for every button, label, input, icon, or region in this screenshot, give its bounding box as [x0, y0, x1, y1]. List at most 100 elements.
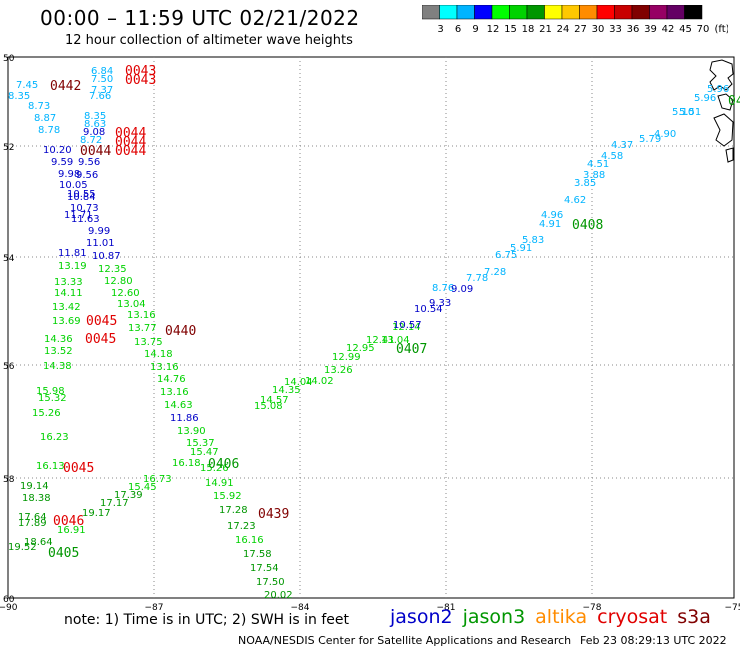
plot-frame	[7, 56, 735, 599]
wave-height-reading: 13.16	[150, 362, 179, 373]
wave-height-reading: 15.32	[38, 393, 67, 404]
wave-height-reading: 13.19	[58, 261, 87, 272]
legend-tick-label: 3	[437, 24, 443, 35]
wave-height-reading: 19.17	[82, 508, 111, 519]
wave-height-reading: 15.47	[190, 447, 219, 458]
wave-height-reading: 18.64	[24, 537, 53, 548]
wave-height-reading: 8.73	[28, 101, 50, 112]
wave-height-reading: 17.17	[100, 498, 129, 509]
wave-height-reading: 10.20	[43, 145, 72, 156]
wave-height-reading: 13.04	[117, 299, 146, 310]
footer-agency: NOAA/NESDIS Center for Satellite Applica…	[238, 634, 572, 647]
legend-swatch	[439, 5, 458, 20]
wave-height-reading: 11.63	[71, 214, 100, 225]
wave-height-reading: 8.35	[84, 111, 106, 122]
wave-height-reading: 11.71	[64, 210, 93, 221]
satellite-legend-entry: jason3	[462, 606, 526, 628]
legend-tick-label: 9	[472, 24, 478, 35]
legend-tick-label: 21	[539, 24, 552, 35]
satellite-legend-entry: cryosat	[597, 606, 668, 628]
lon-tick-label: −75	[725, 603, 740, 613]
wave-height-reading: 16.23	[40, 432, 69, 443]
wave-height-reading: 13.04	[381, 335, 410, 346]
pass-time-marker: 0045	[63, 461, 94, 476]
wave-height-reading: 8.78	[38, 125, 60, 136]
wave-height-reading: 16.18	[172, 458, 201, 469]
legend-swatch	[631, 5, 650, 20]
legend-swatch	[561, 5, 580, 20]
wave-height-reading: 13.16	[127, 310, 156, 321]
legend-tick-label: 12	[487, 24, 500, 35]
wave-height-reading: 11.81	[58, 248, 87, 259]
wave-height-reading: 17.50	[256, 577, 285, 588]
wave-height-reading: 5.91	[510, 243, 532, 254]
legend-tick-label: 15	[504, 24, 517, 35]
lon-tick-label: −87	[145, 603, 164, 613]
wave-height-reading: 8.72	[80, 135, 102, 146]
legend-swatch	[491, 5, 510, 20]
wave-height-reading: 18.38	[22, 493, 51, 504]
wave-height-reading: 16.91	[57, 525, 86, 536]
pass-time-marker: 0439	[258, 507, 289, 522]
wave-height-reading: 12.14	[392, 322, 421, 333]
pass-time-marker: 0045	[86, 314, 117, 329]
wave-height-reading: 12.99	[332, 352, 361, 363]
lat-tick-label: 54	[3, 254, 15, 264]
legend-tick-label: 30	[592, 24, 605, 35]
wave-height-reading: 7.50	[91, 74, 113, 85]
wave-height-reading: 4.62	[564, 195, 586, 206]
wave-height-reading: 17.39	[114, 490, 143, 501]
wave-height-reading: 6.75	[495, 250, 517, 261]
wave-height-reading: 13.33	[54, 277, 83, 288]
page-subtitle: 12 hour collection of altimeter wave hei…	[65, 33, 353, 48]
wave-height-reading: 19.52	[8, 542, 37, 553]
wave-height-reading: 10.84	[67, 192, 96, 203]
wave-height-reading: 6.84	[91, 66, 113, 77]
wave-height-reading: 10.05	[59, 180, 88, 191]
page-title: 00:00 – 11:59 UTC 02/21/2022	[40, 6, 360, 30]
pass-time-markers: 0043004304420044004400440044004500450440…	[48, 64, 740, 561]
wave-height-reading: 15.26	[32, 408, 61, 419]
wave-height-reading: 14.02	[305, 376, 334, 387]
legend-tick-label: 70	[697, 24, 710, 35]
wave-height-reading: 9.56	[78, 157, 100, 168]
wave-height-reading: 17.64	[18, 512, 47, 523]
pass-time-marker: 0046	[53, 514, 84, 529]
wave-height-reading: 5.79	[639, 134, 661, 145]
lat-tick-label: 56	[3, 362, 15, 372]
legend-tick-label: 6	[455, 24, 461, 35]
wave-height-reading: 4.90	[654, 129, 676, 140]
pass-time-marker: 0442	[50, 79, 81, 94]
wave-height-reading: 10.55	[67, 189, 96, 200]
legend-tick-label: 45	[679, 24, 692, 35]
wave-height-reading: 9.98	[58, 169, 80, 180]
wave-height-reading: 8.63	[84, 119, 106, 130]
legend-tick-label: 24	[557, 24, 570, 35]
wave-height-reading: 13.75	[134, 337, 163, 348]
satellite-legend-entry: jason2	[390, 606, 453, 628]
lat-tick-label: 50	[3, 54, 15, 64]
lat-tick-label: 52	[3, 143, 14, 153]
wave-height-reading: 16.73	[143, 474, 172, 485]
legend-swatch	[422, 5, 440, 20]
wave-height-reading: 13.90	[177, 426, 206, 437]
legend-tick-label: 18	[522, 24, 535, 35]
wave-height-readings: 6.847.507.377.667.458.358.738.878.788.35…	[8, 66, 729, 601]
wave-height-reading: 9.56	[76, 170, 98, 181]
wave-height-reading: 12.60	[111, 288, 140, 299]
pass-time-marker: 0043	[125, 73, 156, 88]
wave-height-reading: 8.76	[432, 283, 454, 294]
legend-swatch	[509, 5, 528, 20]
wave-height-reading: 14.76	[157, 374, 186, 385]
wave-height-reading: 3.85	[574, 178, 596, 189]
wave-height-reading: 17.54	[250, 563, 279, 574]
pass-time-marker: 0407	[396, 342, 427, 357]
wave-height-reading: 19.14	[20, 481, 49, 492]
wave-height-reading: 7.66	[89, 91, 111, 102]
pass-time-marker: 0045	[85, 332, 116, 347]
pass-time-marker: 0044	[115, 126, 146, 141]
wave-height-reading: 17.23	[227, 521, 256, 532]
wave-height-reading: 8.35	[8, 91, 30, 102]
wave-height-reading: 17.89	[18, 518, 47, 529]
